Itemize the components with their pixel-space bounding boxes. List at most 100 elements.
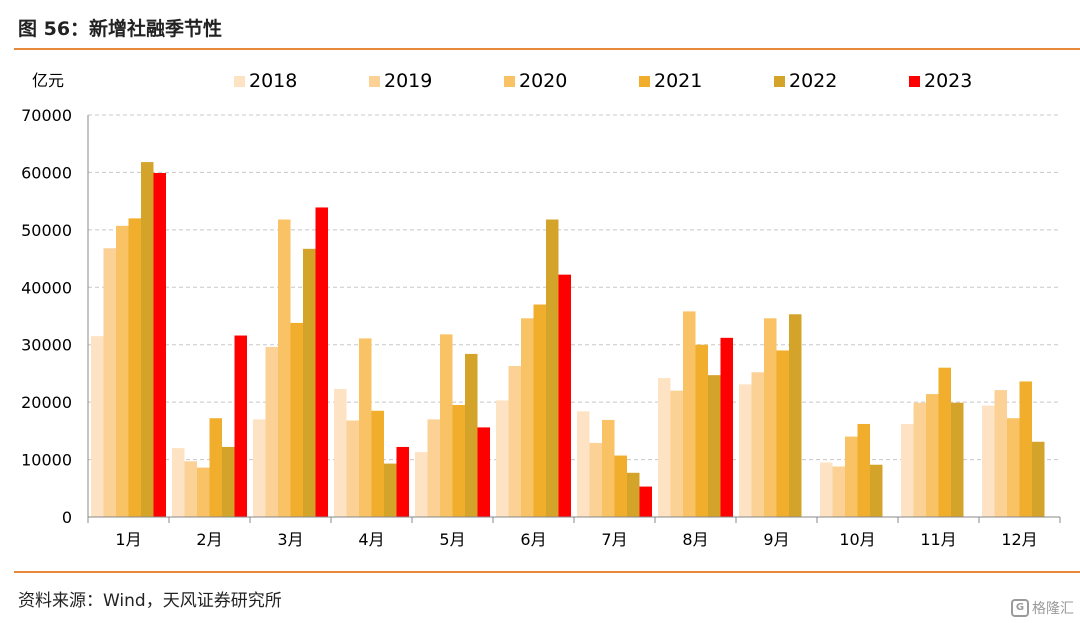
bar-2023-8月 <box>720 337 733 517</box>
bar-2019-11月 <box>913 402 926 517</box>
bar-2021-4月 <box>371 410 384 517</box>
bar-2019-12月 <box>994 390 1007 517</box>
bar-2021-9月 <box>776 350 789 517</box>
y-axis: 0 10000 20000 30000 40000 50000 60000 70000 <box>21 106 89 527</box>
bar-2022-3月 <box>303 248 316 517</box>
bar-2023-6月 <box>558 274 571 517</box>
x-tick-label: 6月 <box>520 530 546 549</box>
watermark-text: 格隆汇 <box>1032 601 1074 617</box>
legend-label-2021: 2021 <box>654 70 702 92</box>
legend-swatch-2023 <box>909 76 920 87</box>
bar-2019-9月 <box>751 372 764 517</box>
bar-2022-9月 <box>789 314 802 517</box>
bar-2022-2月 <box>222 446 235 517</box>
x-tick-label: 8月 <box>682 530 708 549</box>
bar-2023-7月 <box>639 486 652 517</box>
bar-2020-3月 <box>278 219 291 517</box>
bar-2019-2月 <box>184 461 197 517</box>
bar-2023-1月 <box>153 173 166 517</box>
bar-2018-10月 <box>820 462 833 517</box>
legend-swatch-2020 <box>504 76 515 87</box>
bar-2019-6月 <box>508 365 521 517</box>
bar-2021-1月 <box>128 218 141 517</box>
y-tick-label: 50000 <box>21 221 72 240</box>
bar-2018-1月 <box>91 336 104 517</box>
legend-swatch-2019 <box>369 76 380 87</box>
bar-2023-2月 <box>234 335 247 517</box>
x-tick-label: 5月 <box>439 530 465 549</box>
x-axis: 1月 2月 3月 4月 5月 6月 7月 8月 9月 10月 11月 12月 <box>87 516 1061 549</box>
legend-swatch-2018 <box>234 76 245 87</box>
bar-2018-5月 <box>415 452 428 517</box>
watermark-logo-icon: G <box>1011 599 1029 617</box>
x-tick-label: 2月 <box>196 530 222 549</box>
x-tick-label: 7月 <box>601 530 627 549</box>
bar-2020-10月 <box>845 436 858 517</box>
bar-2023-3月 <box>315 207 328 517</box>
legend-label-2022: 2022 <box>789 70 837 92</box>
bar-2020-1月 <box>116 225 129 517</box>
bar-2018-6月 <box>496 400 509 517</box>
bar-2021-5月 <box>452 405 465 517</box>
bar-2020-2月 <box>197 467 210 517</box>
bar-2021-10月 <box>857 423 870 517</box>
bar-2020-8月 <box>683 311 696 517</box>
bar-2021-12月 <box>1019 381 1032 517</box>
bar-2022-5月 <box>465 353 478 517</box>
bar-2021-6月 <box>533 304 546 517</box>
x-tick-label: 3月 <box>277 530 303 549</box>
source-note: 资料来源：Wind，天风证券研究所 <box>18 591 282 611</box>
bar-2023-5月 <box>477 427 490 517</box>
legend: 2018 2019 2020 2021 2022 2023 <box>234 70 972 92</box>
y-tick-label: 20000 <box>21 393 72 412</box>
bar-2019-4月 <box>346 420 359 517</box>
bar-2020-5月 <box>440 334 453 517</box>
bar-2018-11月 <box>901 423 914 517</box>
y-tick-label: 30000 <box>21 336 72 355</box>
bars <box>91 162 1045 517</box>
x-tick-label: 1月 <box>115 530 141 549</box>
x-tick-label: 11月 <box>920 530 956 549</box>
bar-2019-1月 <box>103 248 116 517</box>
bar-2020-7月 <box>602 419 615 517</box>
bottom-divider <box>14 571 1080 573</box>
x-tick-label: 9月 <box>763 530 789 549</box>
figure-title: 图 56：新增社融季节性 <box>18 18 223 40</box>
bar-2019-5月 <box>427 419 440 517</box>
y-tick-label: 0 <box>62 508 72 527</box>
bar-2019-7月 <box>589 442 602 517</box>
bar-2022-10月 <box>870 464 883 517</box>
bar-2023-4月 <box>396 446 409 517</box>
y-tick-label: 10000 <box>21 451 72 470</box>
y-axis-unit-label: 亿元 <box>32 71 64 90</box>
y-tick-label: 70000 <box>21 106 72 125</box>
watermark: G 格隆汇 <box>1011 598 1074 618</box>
bar-2018-8月 <box>658 378 671 517</box>
bar-2021-8月 <box>695 344 708 517</box>
bar-2022-4月 <box>384 463 397 517</box>
bar-2018-9月 <box>739 384 752 517</box>
bar-2021-2月 <box>209 418 222 517</box>
bar-2018-3月 <box>253 419 266 517</box>
top-divider <box>14 48 1080 50</box>
legend-label-2023: 2023 <box>924 70 972 92</box>
bar-2022-12月 <box>1032 441 1045 517</box>
legend-label-2020: 2020 <box>519 70 567 92</box>
bar-2021-11月 <box>938 367 951 517</box>
bar-chart: 亿元 2018 2019 2020 2021 2022 2023 0 10000 20000 3… <box>21 70 1061 549</box>
y-tick-label: 60000 <box>21 163 72 182</box>
bar-2021-7月 <box>614 455 627 517</box>
bar-2019-8月 <box>670 390 683 517</box>
x-tick-label: 12月 <box>1001 530 1037 549</box>
bar-2018-2月 <box>172 448 185 517</box>
x-tick-label: 4月 <box>358 530 384 549</box>
legend-label-2018: 2018 <box>249 70 297 92</box>
bar-2018-12月 <box>982 405 995 517</box>
bar-2020-4月 <box>359 338 372 517</box>
bar-2022-6月 <box>546 219 559 517</box>
gridlines <box>88 114 1060 461</box>
bar-2020-11月 <box>926 394 939 517</box>
bar-2022-7月 <box>627 472 640 517</box>
bar-2022-1月 <box>141 162 154 517</box>
bar-2022-8月 <box>708 375 721 517</box>
